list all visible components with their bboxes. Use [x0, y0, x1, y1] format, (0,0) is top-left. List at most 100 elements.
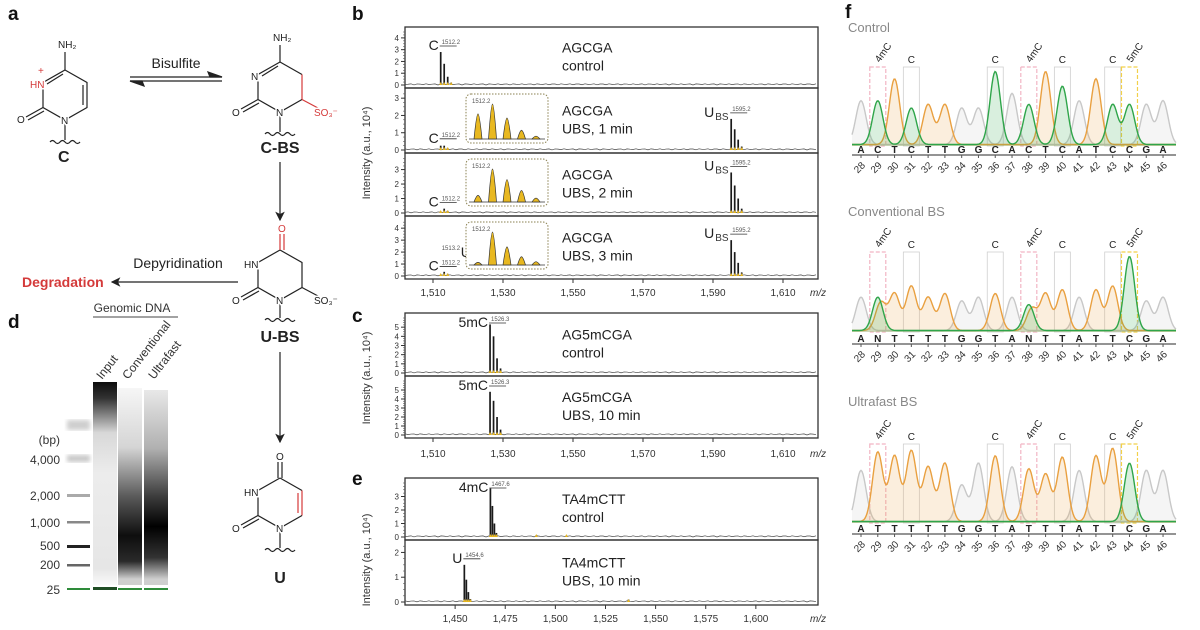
x-tick-label: 1,575	[693, 614, 718, 625]
peak-fill	[468, 599, 472, 602]
site-label: C	[1059, 55, 1066, 66]
uracil-structure	[240, 462, 303, 553]
peak-fill	[488, 432, 492, 435]
peak-mass-label: 1595.2	[732, 107, 751, 113]
base-call: C	[1126, 524, 1133, 535]
peak-fill	[439, 273, 443, 276]
y-tick-label: 0	[395, 272, 400, 281]
base-call: C	[1109, 145, 1116, 156]
base-call: T	[875, 524, 881, 535]
peak-mass-label: 1467.6	[491, 482, 510, 488]
y-tick-label: 0	[395, 598, 400, 607]
sample-condition: control	[562, 344, 604, 360]
species-subscript: BS	[715, 165, 729, 176]
site-label: C	[1109, 55, 1116, 66]
x-tick-label: 1,600	[743, 614, 768, 625]
atom-o: O	[232, 296, 240, 307]
species-label: 5mC	[458, 377, 488, 393]
base-call: C	[1025, 145, 1032, 156]
spectrum-baseline	[404, 274, 817, 277]
peak-fill	[736, 147, 740, 150]
y-tick-label: 2	[395, 351, 400, 360]
position-label: 37	[1003, 160, 1019, 176]
position-label: 38	[1020, 539, 1036, 555]
position-label: 37	[1003, 349, 1019, 365]
spectrum-subpanel: 0 1 2 U 1454.6 TA4mCTT UBS, 10 min	[395, 539, 819, 607]
base-call: T	[1110, 334, 1116, 345]
base-call: G	[1142, 524, 1150, 535]
inset-peak	[502, 117, 512, 140]
peak-fill	[488, 534, 492, 537]
atom-so3: SO₃⁻	[314, 108, 338, 119]
base-call: T	[1043, 145, 1049, 156]
trace-title: Ultrafast BS	[848, 394, 918, 409]
base-call: G	[975, 524, 983, 535]
position-label: 28	[852, 349, 868, 365]
sample-title: AG5mCGA	[562, 326, 633, 342]
cytosine-structure	[25, 52, 88, 145]
inset-peak	[531, 135, 541, 140]
position-label: 46	[1154, 349, 1170, 365]
trace-line-T	[852, 447, 1176, 523]
peak-mass-label: 1526.3	[491, 380, 510, 386]
y-tick-label: 2	[395, 111, 400, 120]
peak-fill	[736, 210, 740, 213]
base-call: A	[1008, 524, 1015, 535]
bp-unit-label: (bp)	[39, 433, 60, 447]
base-call: T	[908, 524, 914, 535]
lower-marker-band	[93, 587, 117, 590]
zoom-inset	[465, 221, 549, 270]
position-label: 45	[1137, 160, 1153, 176]
x-tick-label: 1,610	[770, 449, 795, 460]
peak-fill	[439, 82, 443, 85]
base-call: G	[958, 334, 966, 345]
sample-condition: UBS, 3 min	[562, 247, 633, 263]
trace-fill	[852, 297, 1176, 332]
trace-fill	[852, 71, 1176, 146]
base-call: A	[1159, 145, 1166, 156]
gel-lane-conventional	[118, 388, 142, 585]
peak-fill	[534, 534, 538, 537]
trace-title: Control	[848, 20, 890, 35]
peak-fill	[488, 370, 492, 373]
site-box	[1104, 66, 1122, 147]
site-label: C	[1059, 432, 1066, 443]
x-axis-label: m/z	[810, 614, 826, 625]
species-label: C	[429, 257, 439, 273]
sample-title: AG5mCGA	[562, 389, 633, 405]
peak-fill	[442, 273, 446, 276]
atom-so3: SO₃⁻	[314, 296, 338, 307]
atom-n: N	[276, 296, 283, 307]
atom-o: O	[232, 524, 240, 535]
site-label: 5mC	[1125, 41, 1146, 65]
base-call: N	[874, 334, 881, 345]
base-call: T	[992, 334, 998, 345]
base-call: T	[925, 524, 931, 535]
species-label: U	[452, 550, 462, 566]
peak-fill	[449, 82, 453, 85]
panel-a: a NH₂ HN + N O C Bisulfite NH₂ N N O SO₃…	[8, 4, 339, 587]
position-label: 39	[1037, 539, 1053, 555]
spectrum-subpanel: 0 1 2 3 4 C 1512.2 AGCGA control	[395, 26, 819, 90]
atom-o: O	[276, 452, 284, 463]
peak-fill	[446, 147, 450, 150]
site-box	[869, 251, 887, 333]
position-label: 41	[1070, 349, 1086, 365]
site-box	[1020, 251, 1038, 333]
inset-peak	[517, 129, 526, 140]
site-label: C	[992, 240, 999, 251]
position-label: 36	[986, 539, 1002, 555]
peak-fill	[490, 534, 494, 537]
site-label: C	[992, 432, 999, 443]
y-tick-label: 0	[395, 369, 400, 378]
species-subscript: BS	[715, 112, 729, 123]
position-label: 34	[953, 349, 969, 365]
atom-n: N	[61, 116, 68, 127]
base-call: T	[1093, 524, 1099, 535]
atom-n: N	[276, 524, 283, 535]
ladder-label: 500	[40, 539, 60, 553]
site-box	[1120, 443, 1139, 524]
